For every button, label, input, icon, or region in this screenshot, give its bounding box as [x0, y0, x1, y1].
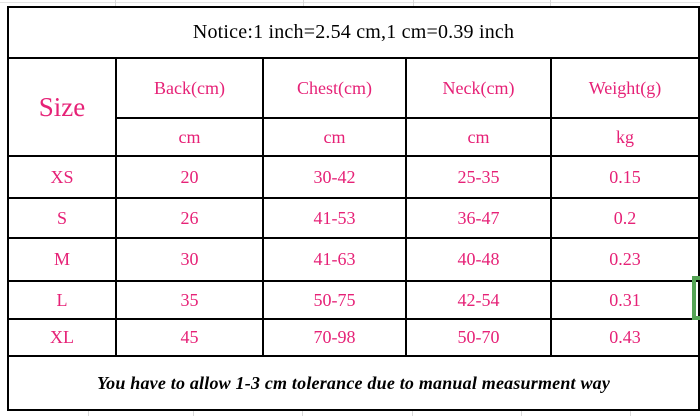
- header-neck: Neck(cm): [405, 57, 552, 119]
- cell-size: XL: [7, 318, 117, 357]
- cell-back: 45: [115, 318, 264, 357]
- header-size: Size: [7, 57, 117, 157]
- spreadsheet-gridline: [302, 409, 303, 416]
- cell-neck: 40-48: [405, 237, 552, 282]
- cell-weight: 0.31: [549, 280, 700, 320]
- cell-chest: 41-53: [262, 197, 407, 239]
- size-chart-table: Notice:1 inch=2.54 cm,1 cm=0.39 inch Siz…: [6, 6, 700, 411]
- cell-neck: 25-35: [405, 155, 552, 199]
- cell-weight: 0.43: [549, 318, 700, 357]
- cell-back: 26: [115, 197, 264, 239]
- cell-neck: 50-70: [405, 318, 552, 357]
- cell-weight: 0.15: [549, 155, 700, 199]
- header-chest: Chest(cm): [262, 57, 407, 119]
- spreadsheet-gridline: [413, 0, 414, 6]
- spreadsheet-gridline-horizontal: [0, 2, 700, 3]
- cell-selection-border: [692, 276, 700, 320]
- table-row-m: M 30 41-63 40-48 0.23: [7, 237, 700, 282]
- cell-size: M: [7, 237, 117, 282]
- spreadsheet-gridline: [115, 0, 116, 6]
- cell-chest: 30-42: [262, 155, 407, 199]
- cell-chest: 50-75: [262, 280, 407, 320]
- spreadsheet-gridline: [303, 0, 304, 6]
- cell-size: XS: [7, 155, 117, 199]
- spreadsheet-gridline: [88, 409, 89, 416]
- spreadsheet-gridline: [630, 409, 631, 416]
- table-row-xs: XS 20 30-42 25-35 0.15: [7, 155, 700, 199]
- spreadsheet-gridline: [412, 409, 413, 416]
- unit-neck: cm: [405, 117, 552, 157]
- header-weight: Weight(g): [549, 57, 700, 119]
- cell-back: 20: [115, 155, 264, 199]
- header-row: Size Back(cm) Chest(cm) Neck(cm) Weight(…: [7, 57, 700, 157]
- cell-size: S: [7, 197, 117, 239]
- cell-neck: 36-47: [405, 197, 552, 239]
- footer-row: You have to allow 1-3 cm tolerance due t…: [6, 355, 700, 411]
- notice-text: Notice:1 inch=2.54 cm,1 cm=0.39 inch: [6, 6, 700, 59]
- notice-row: Notice:1 inch=2.54 cm,1 cm=0.39 inch: [6, 6, 700, 59]
- cell-chest: 70-98: [262, 318, 407, 357]
- header-back: Back(cm): [115, 57, 264, 119]
- table-row-l: L 35 50-75 42-54 0.31: [7, 280, 700, 320]
- cell-weight: 0.2: [549, 197, 700, 239]
- unit-weight: kg: [549, 117, 700, 157]
- cell-chest: 41-63: [262, 237, 407, 282]
- cell-back: 30: [115, 237, 264, 282]
- cell-back: 35: [115, 280, 264, 320]
- spreadsheet-gridline: [521, 409, 522, 416]
- tolerance-note: You have to allow 1-3 cm tolerance due t…: [6, 355, 700, 411]
- cell-size: L: [7, 280, 117, 320]
- spreadsheet-gridline: [550, 0, 551, 6]
- table-row-xl: XL 45 70-98 50-70 0.43: [7, 318, 700, 357]
- unit-row: cm cm cm kg: [8, 117, 700, 157]
- unit-back: cm: [115, 117, 264, 157]
- spreadsheet-gridline: [193, 409, 194, 416]
- cell-neck: 42-54: [405, 280, 552, 320]
- table-row-s: S 26 41-53 36-47 0.2: [7, 197, 700, 239]
- cell-weight: 0.23: [549, 237, 700, 282]
- unit-chest: cm: [262, 117, 407, 157]
